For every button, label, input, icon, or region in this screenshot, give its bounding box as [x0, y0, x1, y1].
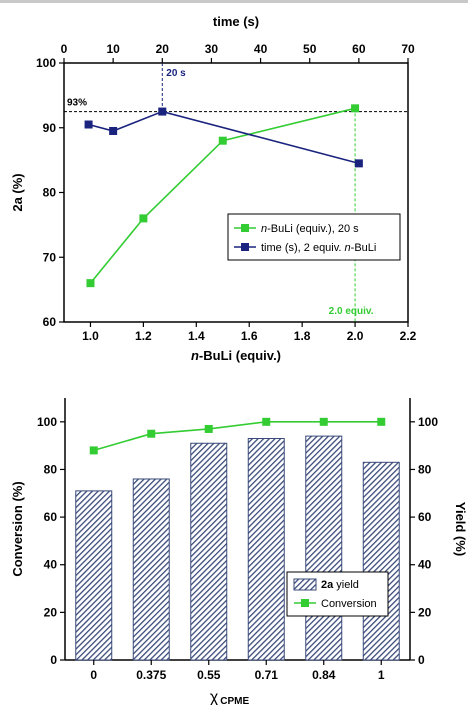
right-tick-label: 20: [418, 605, 432, 619]
series-0-point: [351, 104, 360, 113]
conversion-point: [204, 424, 213, 433]
yield-bar: [75, 490, 113, 661]
legend-label-yield: 2a yield: [321, 579, 359, 591]
series-1-point: [354, 159, 363, 168]
legend-swatch-bar: [293, 578, 317, 591]
top-border: [0, 0, 468, 3]
plot-frame: [63, 62, 409, 323]
y-tick-label: 100: [36, 56, 56, 70]
yield-bar: [362, 461, 400, 661]
yield-bar: [305, 435, 343, 661]
y-tick-label: 90: [43, 121, 57, 135]
top-tick-label: 60: [352, 42, 366, 56]
series-1-point: [84, 120, 93, 129]
right-tick-label: 80: [418, 462, 432, 476]
top-tick-label: 10: [106, 42, 120, 56]
series-1-point: [158, 107, 167, 116]
legend-label-0: n-BuLi (equiv.), 20 s: [261, 223, 359, 235]
category-label: 0.84: [312, 668, 336, 682]
series-0-point: [86, 279, 95, 288]
conversion-point: [89, 446, 98, 455]
top-tick-label: 50: [303, 42, 317, 56]
top-tick-label: 20: [156, 42, 170, 56]
legend-label-1: time (s), 2 equiv. n-BuLi: [261, 242, 376, 254]
y-tick-label: 80: [43, 186, 57, 200]
vline-20s-label: 20 s: [166, 68, 186, 79]
left-tick-label: 60: [44, 510, 58, 524]
left-tick-label: 80: [44, 462, 58, 476]
vline-2equiv-label: 2.0 equiv.: [329, 306, 374, 317]
category-label: 1: [378, 668, 385, 682]
category-label: 0.55: [197, 668, 221, 682]
series-line-0: [89, 107, 356, 284]
top-tick-label: 0: [61, 42, 68, 56]
yield-bar: [132, 478, 170, 661]
bottom-tick-label: 1.6: [241, 329, 258, 343]
series-1-point: [109, 126, 118, 135]
right-tick-label: 100: [418, 415, 438, 429]
yield-bar: [190, 442, 228, 661]
top-tick-label: 30: [205, 42, 219, 56]
category-label: 0.71: [255, 668, 279, 682]
right-tick-label: 40: [418, 558, 432, 572]
top-tick-label: 70: [401, 42, 415, 56]
bottom-tick-label: 1.4: [188, 329, 205, 343]
conversion-point: [377, 417, 386, 426]
series-0-point: [139, 214, 148, 223]
right-tick-label: 60: [418, 510, 432, 524]
conversion-point: [147, 429, 156, 438]
yield-bar: [247, 437, 285, 661]
conversion-line: [93, 421, 382, 452]
category-label: 0: [90, 668, 97, 682]
bottom-axis-title: n-BuLi (equiv.): [191, 348, 281, 363]
right-tick-label: 0: [418, 653, 425, 667]
y-tick-label: 60: [43, 315, 57, 329]
bottom-tick-label: 1.8: [294, 329, 311, 343]
equivalents-time-chart: 0 10 20 30 40 50 60 70 time (s) 1.0 1.2 1.4 1.6 1.8 2.…: [10, 14, 417, 363]
left-tick-label: 0: [50, 653, 57, 667]
legend-box-2: [286, 571, 389, 617]
right-axis-title: Yield (%): [453, 502, 468, 556]
bottom-tick-label: 1.0: [82, 329, 99, 343]
left-tick-label: 100: [37, 415, 57, 429]
bottom-tick-label: 2.2: [400, 329, 417, 343]
category-label: 0.375: [136, 668, 166, 682]
top-axis-title: time (s): [213, 14, 259, 29]
legend-label-conversion: Conversion: [321, 598, 377, 610]
series-line-1: [88, 110, 360, 165]
hline-label: 93%: [67, 98, 87, 109]
left-tick-label: 40: [44, 558, 58, 572]
bottom-tick-label: 2.0: [347, 329, 364, 343]
legend-marker-0: [241, 224, 249, 232]
left-tick-label: 20: [44, 605, 58, 619]
conversion-point: [319, 417, 328, 426]
left-axis-title: Conversion (%): [10, 481, 25, 576]
bottom-axis-title: χ CPME: [210, 689, 250, 705]
y-axis-title: 2a (%): [10, 173, 25, 211]
legend-marker-conv: [301, 599, 309, 607]
bottom-tick-label: 1.2: [135, 329, 152, 343]
legend-box: [227, 213, 401, 261]
series-0-point: [218, 136, 227, 145]
legend-marker-1: [241, 243, 249, 251]
top-tick-label: 40: [254, 42, 268, 56]
y-tick-label: 70: [43, 250, 57, 264]
conversion-point: [262, 417, 271, 426]
